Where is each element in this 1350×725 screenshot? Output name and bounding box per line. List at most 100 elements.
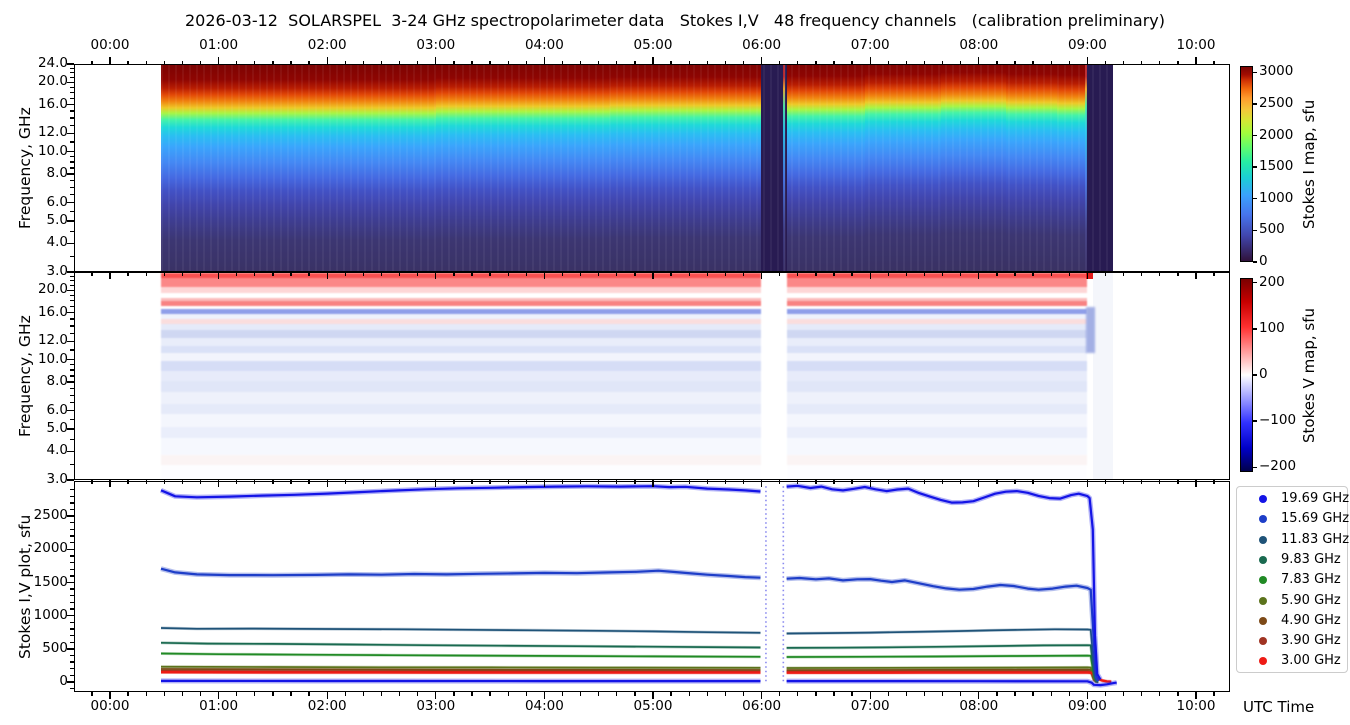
x-tick [779, 480, 781, 484]
stokes-v-data-segment [786, 272, 1087, 480]
stokes-v-data-segment [161, 272, 761, 480]
x-tick [670, 692, 672, 696]
y-tick-minor [70, 608, 74, 610]
y-tick-minor [70, 193, 74, 196]
x-tick [507, 272, 509, 276]
y-tick-label: 0 [59, 673, 68, 690]
x-tick [833, 480, 835, 484]
x-tick [127, 60, 129, 64]
x-tick [109, 272, 111, 279]
y-tick-minor [70, 528, 74, 531]
x-tick [254, 480, 256, 484]
x-tick [417, 692, 419, 696]
y-tick-minor [70, 502, 74, 504]
x-tick-label-bottom: 09:00 [1067, 698, 1107, 714]
x-tick [1104, 272, 1107, 276]
x-tick [1014, 480, 1016, 484]
x-tick [1159, 480, 1161, 484]
colorbar-tick-label: −200 [1259, 458, 1297, 475]
y-tick [67, 220, 74, 222]
y-tick-minor [70, 661, 74, 663]
colorbar-tick [1253, 328, 1257, 330]
x-tick [1050, 692, 1052, 696]
stokes-v-band [786, 391, 1087, 405]
x-tick [435, 272, 437, 279]
legend-item-label: 7.83 GHz [1281, 572, 1341, 588]
stokes-v-band [161, 426, 761, 439]
x-tick [272, 60, 274, 64]
stokes-v-band [161, 371, 761, 382]
series-line-11.83-GHz [160, 627, 761, 634]
x-tick [417, 272, 419, 276]
x-tick [579, 60, 582, 64]
x-tick [362, 692, 365, 696]
x-tick [127, 480, 129, 484]
x-tick [344, 480, 346, 484]
y-tick [67, 340, 74, 343]
x-tick [91, 272, 93, 276]
x-tick-label-bottom: 07:00 [850, 698, 890, 714]
y-tick-minor [70, 641, 74, 643]
legend-marker-dot [1259, 495, 1267, 503]
colorbar-tick-label: 1500 [1259, 158, 1294, 175]
y-tick-label: 24.0 [37, 55, 68, 71]
series-line-19.69-GHz [160, 485, 761, 499]
x-tick [380, 692, 383, 696]
y-tick-minor [70, 325, 74, 327]
y-tick-minor [70, 508, 74, 511]
legend-item: 9.83 GHz [1237, 550, 1347, 570]
x-tick [1068, 272, 1070, 276]
series-fuzz-19.69-GHz [786, 483, 1103, 681]
x-tick-label-top: 06:00 [742, 37, 782, 53]
legend-item: 5.90 GHz [1237, 591, 1347, 611]
y-tick [67, 581, 74, 584]
y-tick [67, 614, 74, 617]
y-tick-minor [70, 230, 74, 233]
x-tick-label-top: 03:00 [416, 37, 456, 53]
x-tick [833, 692, 835, 696]
x-tick [616, 692, 618, 696]
y-tick-minor [70, 67, 74, 69]
legend-item: 19.69 GHz [1237, 489, 1349, 509]
stokes-v-band [161, 414, 761, 427]
x-tick [923, 480, 926, 484]
legend-marker-dot [1259, 555, 1267, 564]
x-tick [760, 692, 763, 699]
y-tick-minor [70, 364, 74, 366]
y-tick-minor [70, 542, 74, 544]
x-tick [1122, 480, 1125, 484]
x-tick [290, 60, 292, 64]
x-tick [815, 272, 817, 276]
stokes-v-band [161, 455, 761, 466]
x-tick [724, 60, 727, 64]
x-tick [380, 60, 383, 64]
x-tick [887, 480, 889, 484]
x-tick [779, 272, 781, 276]
stokes-v-band [161, 273, 761, 278]
x-tick [1068, 60, 1070, 64]
y-tick-label: 3.0 [46, 471, 68, 487]
stokes-i-noise-texture [161, 64, 1114, 272]
x-tick [127, 692, 129, 696]
x-tick [779, 692, 781, 696]
x-tick [525, 480, 527, 484]
colorbar-tick-label: 3000 [1259, 63, 1294, 80]
x-tick [145, 272, 147, 276]
legend-item: 15.69 GHz [1237, 509, 1349, 529]
x-tick [398, 692, 401, 696]
stokes-v-band [786, 438, 1087, 456]
x-tick [996, 60, 998, 64]
x-tick [91, 692, 93, 696]
y-tick-minor [70, 210, 74, 213]
x-tick [236, 60, 238, 64]
y-tick-minor [70, 668, 74, 670]
y-tick-label: 8.0 [46, 372, 68, 389]
x-tick [851, 272, 853, 276]
y-tick-minor [70, 522, 74, 524]
series-line-V-19.69-GHz [786, 680, 1117, 687]
colorbar-tick [1253, 261, 1257, 263]
y-tick-minor [70, 156, 74, 158]
x-tick [272, 480, 274, 484]
x-tick [127, 272, 129, 276]
x-tick [435, 57, 437, 64]
